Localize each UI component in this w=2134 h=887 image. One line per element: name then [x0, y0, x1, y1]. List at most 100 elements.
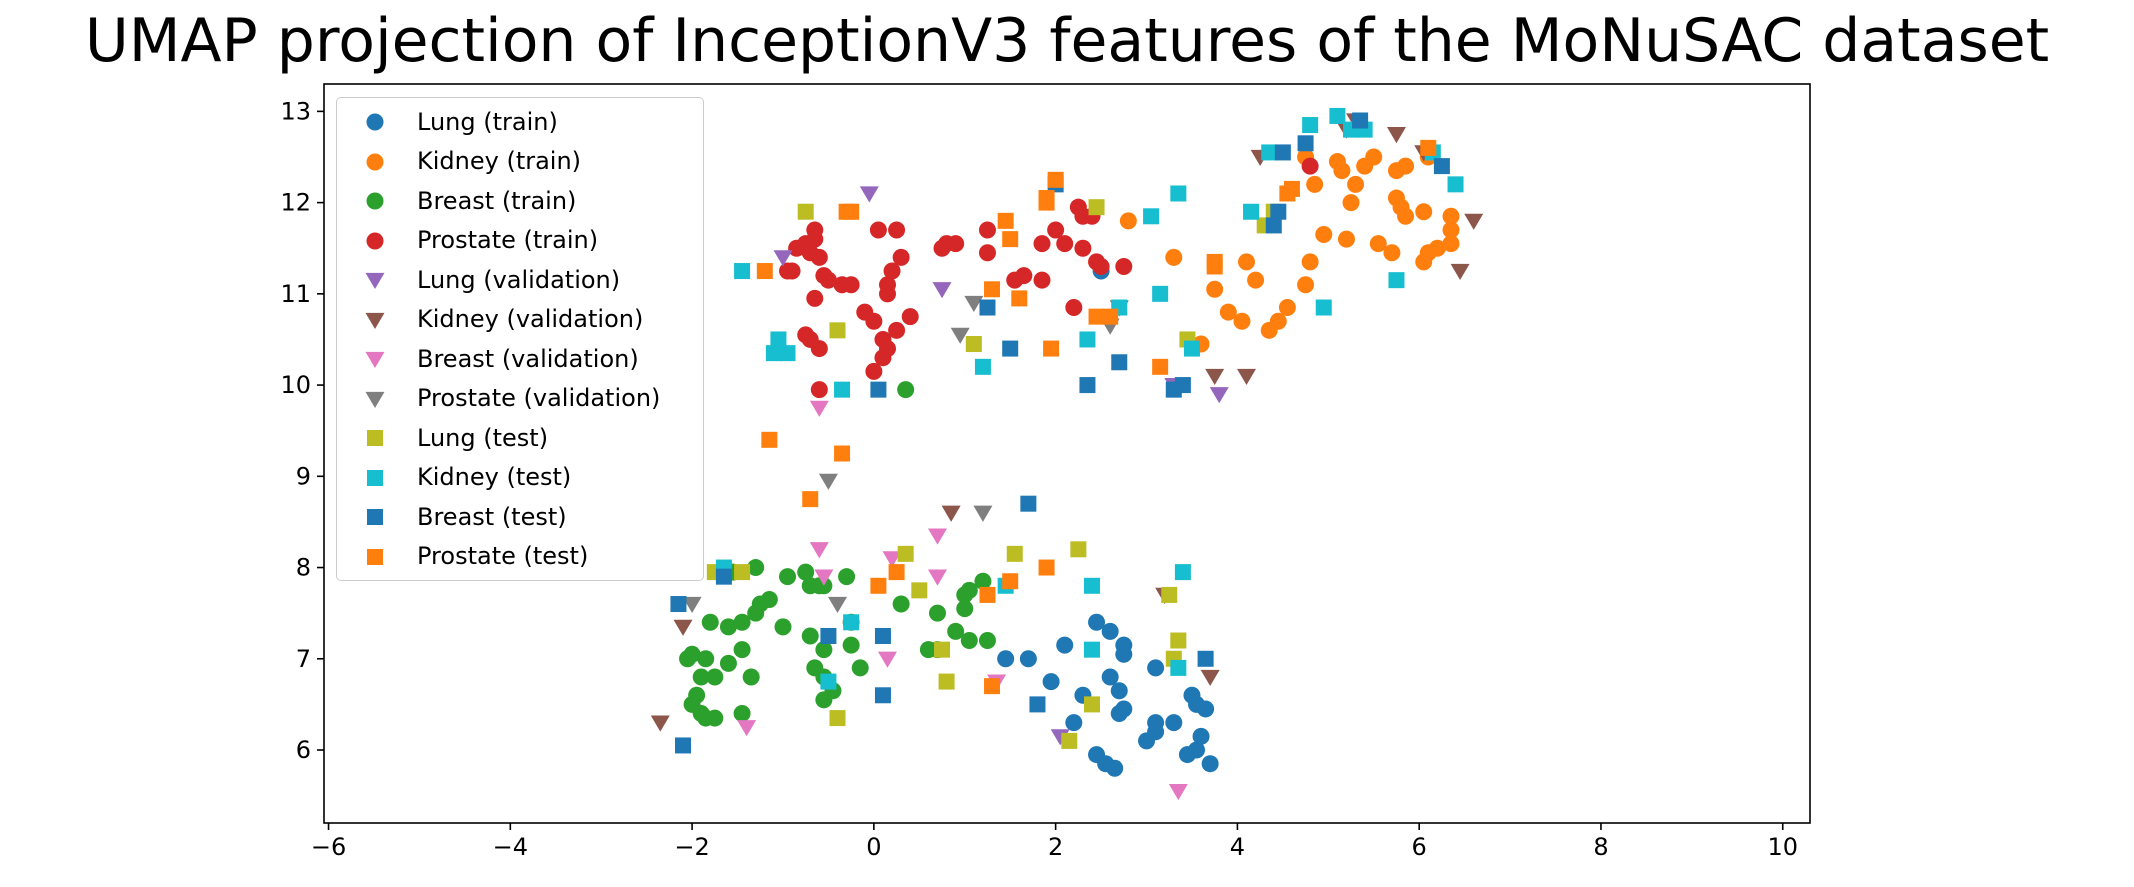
- series-8: [706, 199, 1282, 749]
- circle-point: [1065, 299, 1083, 317]
- square-point: [1038, 559, 1055, 576]
- circle-point: [888, 321, 906, 339]
- circle-point: [1301, 253, 1319, 271]
- square-point: [1002, 231, 1019, 248]
- circle-point: [1033, 271, 1051, 289]
- triangle-down-point: [1464, 213, 1484, 230]
- square-point: [1174, 564, 1191, 581]
- square-point: [1265, 217, 1282, 234]
- square-point: [1170, 659, 1187, 676]
- square-point: [1261, 144, 1278, 161]
- circle-point: [892, 595, 910, 613]
- square-point: [734, 564, 751, 581]
- triangle-down-point: [737, 720, 757, 737]
- circle-point: [719, 618, 737, 636]
- square-point: [1388, 272, 1405, 289]
- circle-point: [1088, 613, 1106, 631]
- legend-marker: [337, 379, 401, 419]
- circle-point: [1165, 714, 1183, 732]
- circle-point: [1197, 700, 1215, 718]
- circle-point: [888, 221, 906, 239]
- circle-point: [1074, 239, 1092, 257]
- circle-point: [1301, 157, 1319, 175]
- square-point: [1143, 208, 1160, 225]
- circle-point: [1397, 207, 1415, 225]
- square-point: [1183, 340, 1200, 357]
- triangle-down-point: [828, 596, 848, 614]
- square-point: [734, 263, 751, 280]
- y-tick-label: 9: [296, 462, 311, 490]
- square-point: [979, 586, 996, 603]
- legend-marker: [337, 458, 401, 498]
- square-point: [870, 577, 887, 594]
- triangle-down-point: [773, 250, 793, 267]
- legend-item: Breast (validation): [337, 339, 703, 379]
- square-point: [761, 431, 778, 448]
- legend: Lung (train) Kidney (train) Breast (train)…: [336, 97, 704, 581]
- triangle-down-point: [809, 400, 829, 417]
- circle-point: [1192, 727, 1210, 745]
- square-point: [834, 445, 851, 462]
- square-point: [1270, 203, 1287, 220]
- square-point: [897, 545, 914, 562]
- circle-point: [1119, 212, 1137, 230]
- circle-point: [742, 668, 760, 686]
- circle-point: [779, 262, 797, 280]
- x-tick-label: −4: [493, 833, 528, 861]
- series-0: [997, 262, 1219, 777]
- legend-label: Prostate (validation): [417, 384, 661, 413]
- circle-point: [760, 590, 778, 608]
- circle-point: [692, 668, 710, 686]
- legend-item: Breast (test): [337, 497, 703, 537]
- triangle-down-point: [927, 569, 947, 586]
- square-point: [1011, 290, 1028, 307]
- circle-point: [810, 381, 828, 399]
- x-tick-label: 0: [866, 833, 881, 861]
- square-point: [1302, 117, 1319, 134]
- legend-label: Kidney (train): [417, 147, 582, 176]
- circle-point: [1147, 659, 1165, 677]
- square-point: [765, 345, 782, 362]
- circle-point: [842, 636, 860, 654]
- circle-point: [1188, 741, 1206, 759]
- square-point: [1174, 377, 1191, 394]
- square-point: [675, 737, 692, 754]
- x-tick-label: 8: [1593, 833, 1608, 861]
- circle-point: [1115, 645, 1133, 663]
- circle-point: [815, 641, 833, 659]
- triangle-down-point: [682, 596, 702, 614]
- circle-point: [928, 604, 946, 622]
- square-point: [1083, 577, 1100, 594]
- legend-label: Lung (validation): [417, 265, 621, 294]
- square-point: [802, 491, 819, 508]
- square-point: [1043, 340, 1060, 357]
- square-point: [1088, 199, 1105, 216]
- triangle-down-point: [941, 505, 961, 522]
- legend-circle-symbol: [366, 113, 384, 131]
- square-point: [997, 212, 1014, 229]
- square-point: [1243, 203, 1260, 220]
- square-point: [1029, 696, 1046, 713]
- square-point: [1070, 541, 1087, 558]
- y-tick-label: 12: [280, 189, 311, 217]
- circle-point: [1342, 194, 1360, 212]
- chart-title: UMAP projection of InceptionV3 features …: [84, 6, 2050, 76]
- y-tick-label: 10: [280, 371, 311, 399]
- circle-point: [865, 312, 883, 330]
- circle-point: [733, 705, 751, 723]
- legend-marker: [337, 339, 401, 379]
- circle-point: [1042, 673, 1060, 691]
- circle-point: [869, 221, 887, 239]
- square-point: [1197, 650, 1214, 667]
- circle-point: [1115, 257, 1133, 275]
- y-tick-label: 8: [296, 554, 311, 582]
- circle-point: [810, 248, 828, 266]
- circle-point: [1092, 257, 1110, 275]
- triangle-down-point: [932, 282, 952, 299]
- axes: −6 −4 −2 0 2 4 6 8 10 6 7 8 9 10 11 12 13: [280, 83, 1811, 861]
- legend-marker: [337, 497, 401, 537]
- legend-square-symbol: [367, 430, 383, 446]
- legend-label: Breast (train): [417, 186, 577, 215]
- circle-point: [819, 271, 837, 289]
- legend-label: Lung (test): [417, 423, 549, 452]
